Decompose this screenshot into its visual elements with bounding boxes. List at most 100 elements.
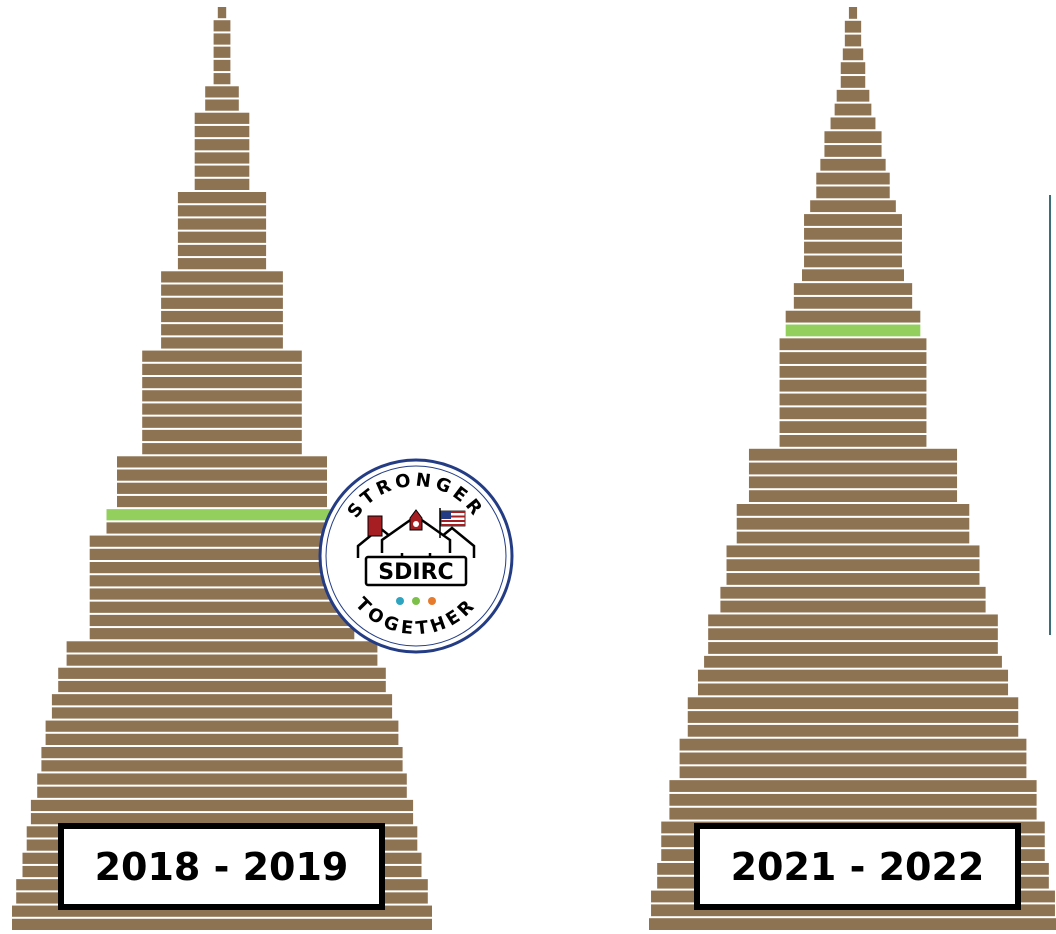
pyramid-bar [142, 443, 302, 455]
sdirc-logo: STRONGER TOGETHER SDIRC [318, 458, 514, 654]
pyramid-bar [30, 799, 414, 812]
logo-dot-teal [396, 597, 404, 605]
highlighted-bar [785, 324, 921, 337]
pyramid-bar [804, 214, 902, 226]
pyramid-bar [824, 145, 882, 157]
pyramid-bar [824, 131, 882, 144]
pyramid-bar [177, 205, 267, 217]
pyramid-bar [779, 379, 927, 392]
pyramid-bar [12, 905, 432, 917]
pyramid-bar [142, 350, 302, 362]
pyramid-bar [785, 310, 921, 323]
bell-tower-icon [409, 509, 423, 531]
pyramid-bar [89, 614, 355, 627]
pyramid-bar [58, 667, 386, 679]
pyramid-bar [51, 694, 393, 706]
pyramid-bar [177, 192, 267, 204]
pyramid-bar [161, 310, 283, 323]
pyramid-bar [708, 642, 998, 654]
pyramid-bar [213, 20, 231, 32]
pyramid-bar [810, 200, 896, 213]
pyramid-bar [697, 683, 1009, 696]
pyramid-bar [41, 760, 403, 772]
pyramid-bar [117, 456, 327, 468]
pyramid-bar [804, 227, 902, 240]
year-label-2021-2022: 2021 - 2022 [694, 823, 1021, 910]
highlighted-bar [106, 509, 338, 521]
pyramid-bar [194, 139, 250, 151]
year-label-text: 2018 - 2019 [94, 844, 349, 889]
pyramid-bar [779, 421, 927, 433]
pyramid-bar [679, 752, 1027, 765]
pyramid-bar [651, 904, 1055, 917]
pyramid-bar [45, 733, 399, 745]
pyramid-bar [748, 476, 958, 489]
pyramid-bar [779, 434, 927, 447]
cropped-panel-edge [1049, 195, 1056, 635]
pyramid-bar [679, 738, 1027, 751]
pyramid-bar [213, 59, 231, 72]
logo-label-box [364, 555, 468, 587]
pyramid-bar [194, 152, 250, 164]
pyramid-bar [816, 172, 890, 185]
pyramid-bar [844, 34, 862, 47]
pyramid-bar [142, 429, 302, 442]
pyramid-bar [58, 680, 386, 693]
pyramid-bar [687, 697, 1019, 710]
pyramid-bar [161, 324, 283, 336]
pyramid-bar [708, 614, 998, 627]
pyramid-bar [177, 218, 267, 230]
pyramid-bar [842, 48, 864, 61]
us-flag-icon [440, 510, 466, 527]
pyramid-bar [726, 545, 980, 558]
pyramid-bar [205, 86, 239, 98]
pyramid-bar [89, 601, 355, 613]
pyramid-bar [37, 786, 407, 798]
bell-icon [413, 521, 419, 527]
pyramid-bar [697, 669, 1009, 682]
pyramid-bar [840, 76, 866, 88]
year-label-2018-2019: 2018 - 2019 [58, 823, 385, 910]
pyramid-bar [726, 559, 980, 572]
pyramid-bar [779, 338, 927, 351]
pyramid-bar [834, 103, 872, 116]
pyramid-bar [804, 241, 902, 254]
pyramid-bar [194, 178, 250, 190]
pyramid-bar [687, 711, 1019, 723]
pyramid-bar [194, 125, 250, 138]
pyramid-bar [106, 522, 338, 534]
pyramid-bar [194, 165, 250, 177]
pyramid-bar [177, 244, 267, 257]
pyramid-bar [669, 793, 1037, 806]
pyramid-bar [840, 62, 866, 75]
pyramid-bar [820, 158, 886, 171]
pyramid-bar [748, 448, 958, 461]
pyramid-bar [720, 586, 986, 599]
pyramid-bar [708, 628, 998, 641]
pyramid-bar [830, 117, 876, 130]
pyramid-bar [142, 363, 302, 375]
pyramid-bar [779, 365, 927, 378]
pyramid-bar [844, 20, 862, 33]
pyramid-bar [142, 377, 302, 389]
pyramid-bar [213, 46, 231, 58]
pyramid-bar [779, 352, 927, 364]
pyramid-bar [679, 766, 1027, 779]
pyramid-bar [142, 390, 302, 402]
pyramid-bar [177, 258, 267, 270]
pyramid-bar [117, 495, 327, 508]
pyramid-bar [793, 296, 913, 309]
pyramid-bar [117, 469, 327, 481]
pyramid-bar [89, 588, 355, 600]
pyramid-bar [30, 813, 414, 825]
pyramid-bar [89, 575, 355, 587]
pyramid-bar [51, 707, 393, 719]
pyramid-bar [66, 641, 378, 653]
year-label-text: 2021 - 2022 [730, 844, 985, 889]
pyramid-bar [704, 655, 1002, 668]
pyramid-bar [205, 99, 239, 111]
pyramid-bar [748, 490, 958, 503]
pyramid-bar [142, 416, 302, 428]
pyramid-bar [177, 231, 267, 243]
pyramid-bar [669, 807, 1037, 820]
